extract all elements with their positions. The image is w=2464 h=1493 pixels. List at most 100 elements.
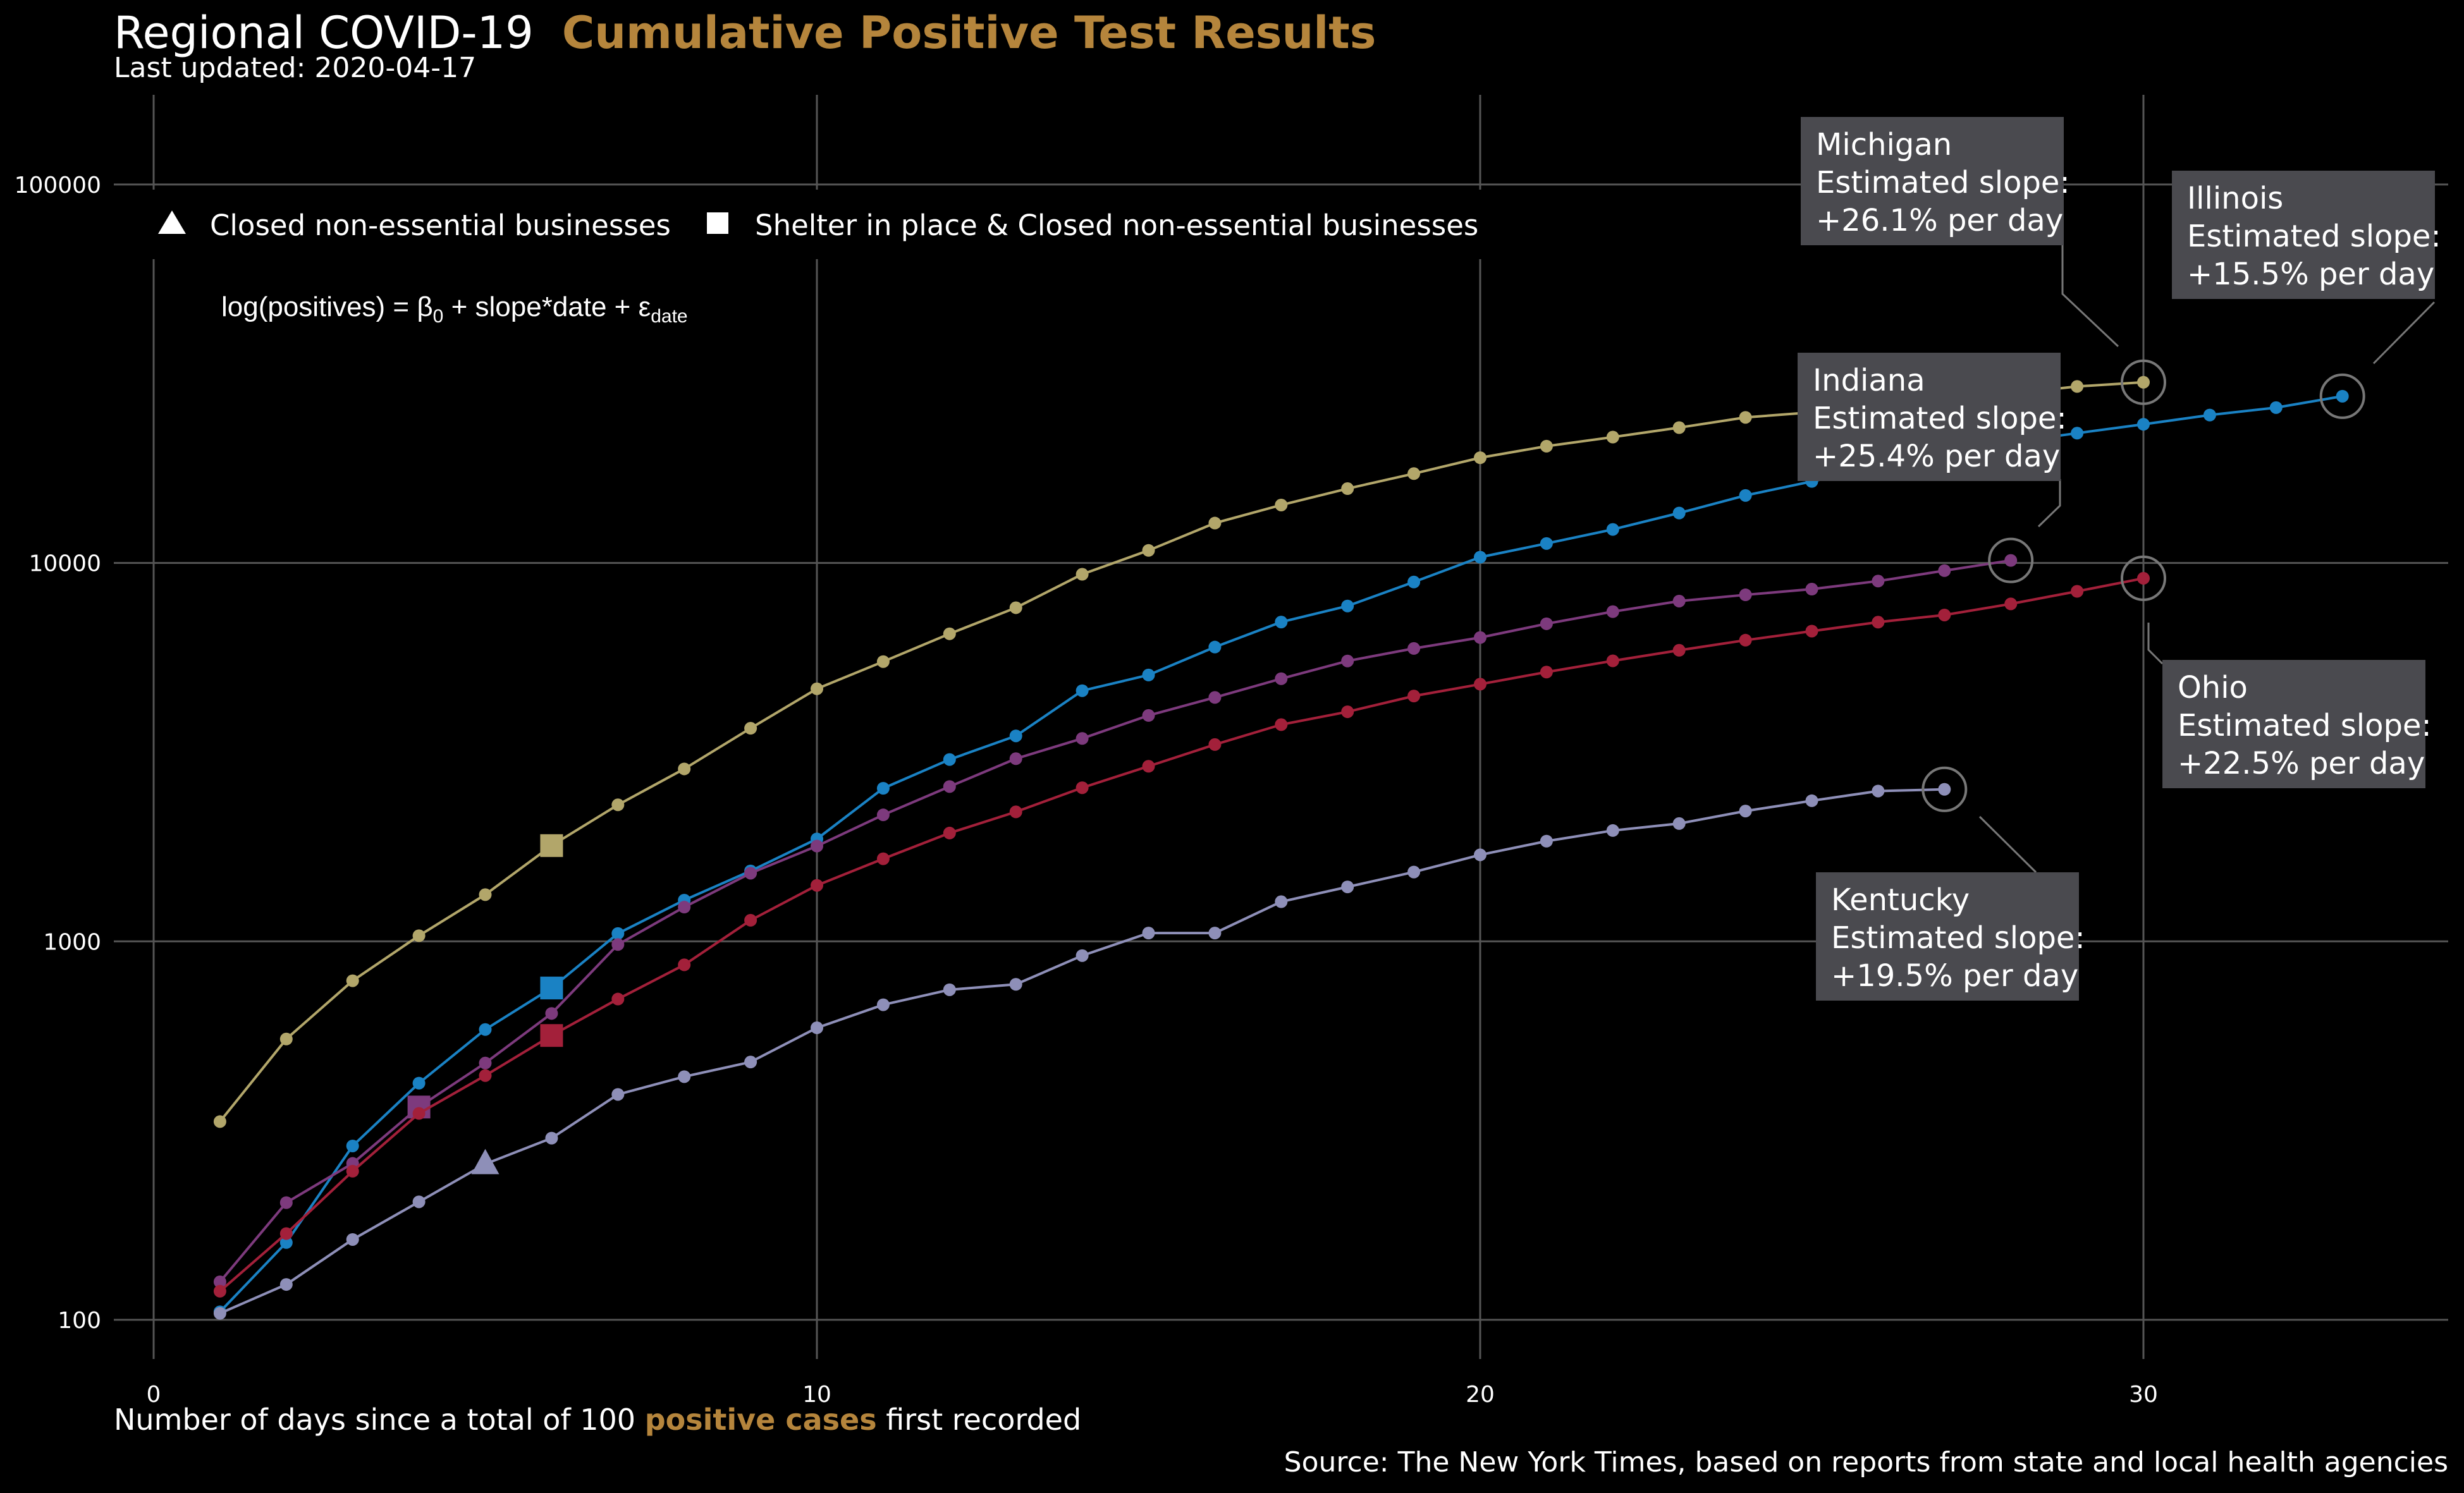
data-point <box>279 1032 293 1045</box>
callout-label: Estimated slope: <box>2178 708 2432 743</box>
data-point <box>1275 498 1288 511</box>
data-point <box>1872 784 1885 798</box>
data-point <box>678 1070 691 1083</box>
data-point <box>811 839 823 853</box>
data-point <box>412 1076 426 1090</box>
callout-slope: +26.1% per day <box>1816 203 2063 238</box>
data-point <box>811 879 823 892</box>
data-point <box>412 929 426 942</box>
data-point <box>1076 568 1089 581</box>
data-point <box>1805 625 1818 638</box>
legend: Closed non-essential businesses Shelter … <box>139 190 1530 259</box>
callout-label: Estimated slope: <box>1816 165 2070 200</box>
callout-box <box>1801 117 2064 245</box>
formula: log(positives) = β0 + slope*date + εdate <box>221 291 688 327</box>
data-point <box>479 1023 492 1036</box>
data-point <box>811 682 823 695</box>
x-tick-label: 20 <box>1466 1382 1495 1408</box>
data-point <box>1739 411 1752 424</box>
data-point <box>1142 760 1155 773</box>
data-point <box>1739 489 1752 502</box>
source-note: Source: The New York Times, based on rep… <box>1284 1446 2448 1478</box>
endpoint-ring <box>1988 537 2034 583</box>
y-tick-label: 100000 <box>15 173 101 198</box>
data-point <box>744 1056 757 1069</box>
data-point <box>1275 616 1288 629</box>
data-point <box>1142 709 1155 722</box>
callout-box <box>1798 353 2061 481</box>
callout-leader <box>2061 243 2119 348</box>
callout-slope: +22.5% per day <box>2178 746 2425 781</box>
data-point <box>1208 927 1222 940</box>
formula-lhs: log(positives) = β <box>221 291 433 322</box>
endpoint-ring <box>2121 555 2166 601</box>
data-point <box>1739 588 1752 602</box>
data-point <box>943 826 956 839</box>
data-point <box>479 1069 492 1082</box>
data-point <box>2336 389 2349 403</box>
data-point <box>412 1195 426 1209</box>
data-point <box>1474 551 1486 564</box>
data-point <box>346 1233 359 1246</box>
data-point <box>1474 678 1486 691</box>
data-point <box>1076 684 1089 697</box>
data-point <box>1341 881 1354 894</box>
data-point <box>1208 640 1222 654</box>
callout-name: Michigan <box>1816 127 1952 162</box>
data-point <box>1208 738 1222 751</box>
endpoint-ring <box>2121 359 2166 405</box>
data-point <box>1540 537 1553 550</box>
data-point <box>1540 834 1553 848</box>
callout-leaders <box>1978 243 2436 874</box>
shelter-marker <box>540 1024 563 1047</box>
data-point <box>213 1115 226 1128</box>
data-point <box>1275 672 1288 685</box>
callout-name: Ohio <box>2178 670 2248 705</box>
data-point <box>1474 631 1486 644</box>
grid <box>114 95 2448 1359</box>
formula-mid: + slope*date + ε <box>443 291 651 322</box>
xlabel-before: Number of days since a total of 100 <box>114 1403 645 1437</box>
callout-label: Estimated slope: <box>1831 920 2085 956</box>
callout-name: Illinois <box>2187 181 2283 216</box>
data-point <box>279 1236 293 1249</box>
data-point <box>943 753 956 766</box>
data-point <box>1341 654 1354 667</box>
data-point <box>1474 848 1486 862</box>
data-point <box>943 983 956 996</box>
endpoint-ring <box>2319 373 2365 419</box>
data-point <box>1805 583 1818 596</box>
callout-box <box>2172 171 2435 299</box>
data-point <box>213 1284 226 1298</box>
data-point <box>1341 482 1354 496</box>
y-tick-label: 10000 <box>28 551 101 577</box>
data-point <box>1407 467 1421 480</box>
callout-leader <box>2037 479 2061 528</box>
data-point <box>1142 927 1155 940</box>
data-point <box>2203 408 2216 422</box>
data-point <box>1606 654 1619 667</box>
data-point <box>876 998 890 1011</box>
data-point <box>744 867 757 880</box>
data-point <box>744 913 757 927</box>
data-point <box>1407 575 1421 588</box>
data-point <box>1540 666 1553 679</box>
data-point <box>213 1275 226 1288</box>
data-point <box>1275 895 1288 908</box>
data-point <box>1009 729 1022 743</box>
data-point <box>2137 418 2150 431</box>
y-axis-ticks: 100 1000 10000 100000 <box>15 173 101 1334</box>
data-point <box>1672 643 1686 657</box>
data-point <box>678 958 691 972</box>
title-main: Regional COVID-19 <box>114 7 534 59</box>
data-point <box>1076 732 1089 745</box>
data-point <box>346 1164 359 1178</box>
endpoint-ring <box>1922 766 1968 812</box>
series-line <box>219 559 2011 1283</box>
xlabel-after: first recorded <box>877 1403 1082 1437</box>
